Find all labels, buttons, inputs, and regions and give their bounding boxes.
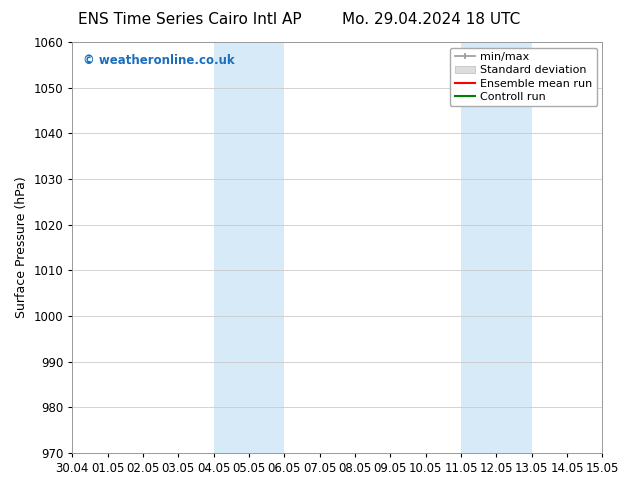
Text: © weatheronline.co.uk: © weatheronline.co.uk [83,54,235,68]
Legend: min/max, Standard deviation, Ensemble mean run, Controll run: min/max, Standard deviation, Ensemble me… [450,48,597,106]
Bar [214,42,284,453]
Text: ENS Time Series Cairo Intl AP: ENS Time Series Cairo Intl AP [79,12,302,27]
Bar [461,42,532,453]
Y-axis label: Surface Pressure (hPa): Surface Pressure (hPa) [15,176,28,318]
Text: Mo. 29.04.2024 18 UTC: Mo. 29.04.2024 18 UTC [342,12,521,27]
